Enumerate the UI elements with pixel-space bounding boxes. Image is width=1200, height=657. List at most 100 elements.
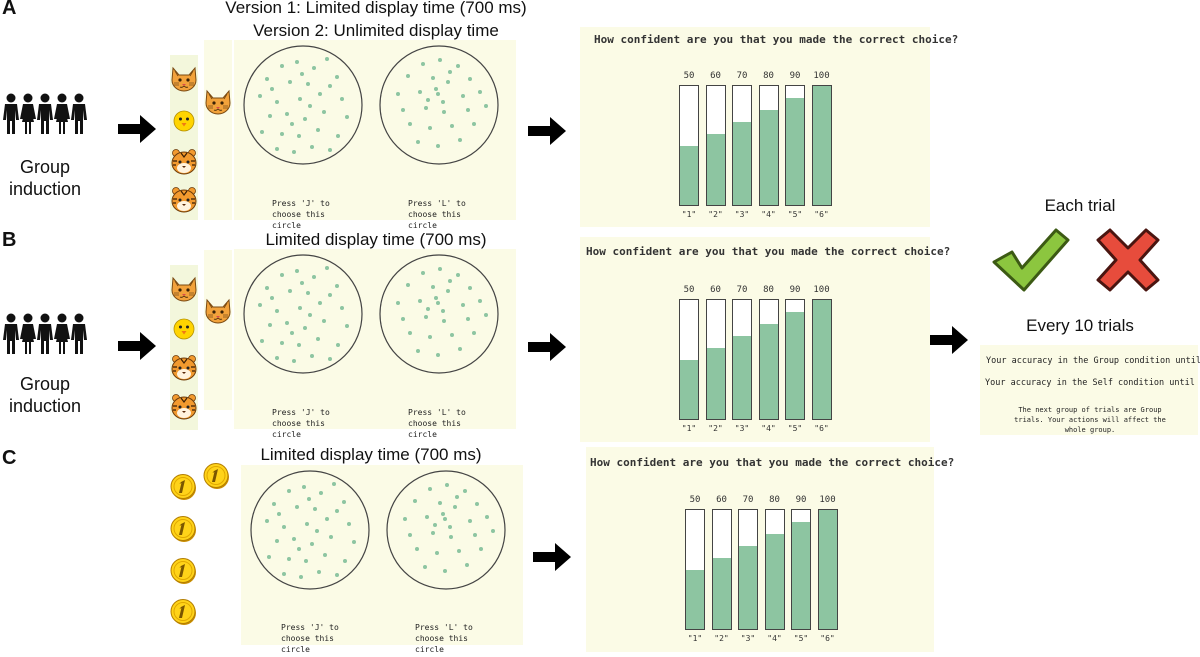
confidence-percent-label: 70	[742, 495, 754, 505]
confidence-key-label: "5"	[787, 210, 803, 219]
confidence-percent-label: 70	[736, 71, 748, 81]
right-dot-circle[interactable]	[385, 469, 507, 591]
version1-title: Version 1: Limited display time (700 ms)	[225, 0, 527, 17]
confidence-percent-label: 60	[716, 495, 727, 505]
confidence-bar-1[interactable]	[685, 509, 705, 630]
confidence-bar-4[interactable]	[764, 509, 785, 630]
confidence-bar-fill	[759, 109, 778, 205]
confidence-scale: 50 "1" 60 "2" 70 "3" 80 "4" 90 "5" 100 "6"	[580, 71, 930, 227]
confidence-bar-4[interactable]	[758, 299, 779, 420]
people-group-icon	[3, 93, 87, 134]
confidence-percent-label: 70	[736, 285, 748, 295]
cat-face-icon	[205, 299, 231, 324]
confidence-percent-label: 50	[683, 71, 695, 81]
confidence-bar-2[interactable]	[705, 85, 726, 206]
confidence-key-label: "2"	[714, 634, 729, 643]
confidence-bar-5[interactable]	[785, 85, 805, 206]
confidence-key-label: "4"	[761, 424, 776, 433]
tiger-face-icon	[171, 354, 197, 381]
confidence-key-label: "4"	[761, 210, 776, 219]
confidence-bar-fill	[680, 359, 698, 419]
self-accuracy-text: Your accuracy in the Self condition unti…	[985, 378, 1200, 388]
left-dot-circle[interactable]	[242, 44, 364, 166]
confidence-percent-label: 50	[683, 285, 695, 295]
every-10-trials-label: Every 10 trials	[1026, 316, 1134, 335]
confidence-bar-5[interactable]	[791, 509, 811, 630]
confidence-key-label: "1"	[681, 424, 697, 433]
confidence-key-label: "5"	[793, 634, 809, 643]
confidence-percent-label: 50	[689, 495, 701, 505]
confidence-bar-2[interactable]	[705, 299, 726, 420]
press-j-instruction: Press 'J' to choose this circle	[272, 408, 330, 439]
confidence-bar-6[interactable]	[817, 509, 838, 630]
confidence-bar-6[interactable]	[811, 299, 832, 420]
feedback-panel: Your accuracy in the Group condition unt…	[980, 345, 1200, 435]
confidence-bar-fill	[818, 510, 837, 629]
confidence-bar-1[interactable]	[679, 85, 699, 206]
cat-face-icon	[171, 67, 197, 92]
confidence-panel: How confident are you that you made the …	[580, 27, 958, 227]
confidence-bar-1[interactable]	[679, 299, 699, 420]
confidence-bar-fill	[786, 311, 804, 419]
next-group-text: The next group of trials are Group trial…	[1014, 406, 1166, 434]
version2-title: Version 2: Unlimited display time	[253, 21, 499, 40]
confidence-percent-label: 60	[710, 71, 721, 81]
tiger-face-icon	[171, 148, 197, 175]
confidence-question: How confident are you that you made the …	[590, 456, 955, 469]
confidence-bar-fill	[759, 323, 778, 419]
display-time-title: Limited display time (700 ms)	[265, 230, 487, 249]
coin-icon	[170, 599, 197, 626]
confidence-bar-fill	[786, 97, 804, 205]
row-label-c: C	[2, 447, 17, 469]
dot-display-panel: Press 'J' to choose this circle Press 'L…	[234, 40, 516, 230]
press-j-instruction: Press 'J' to choose this circle	[272, 199, 330, 230]
confidence-percent-label: 100	[813, 285, 830, 295]
press-j-instruction: Press 'J' to choose this circle	[281, 623, 339, 654]
coin-icon	[170, 558, 197, 585]
confidence-key-label: "3"	[734, 424, 750, 433]
confidence-key-label: "4"	[767, 634, 782, 643]
confidence-bar-6[interactable]	[811, 85, 832, 206]
confidence-percent-label: 100	[813, 71, 830, 81]
confidence-bar-3[interactable]	[738, 509, 758, 630]
confidence-key-label: "5"	[787, 424, 803, 433]
confidence-key-label: "6"	[820, 634, 835, 643]
confidence-bar-fill	[706, 347, 725, 419]
dot-display-panel: Press 'J' to choose this circle Press 'L…	[241, 465, 523, 654]
right-arrow-icon	[533, 543, 571, 571]
press-l-instruction: Press 'L' to choose this circle	[408, 199, 466, 230]
left-dot-circle[interactable]	[242, 253, 364, 375]
confidence-percent-label: 90	[789, 71, 801, 81]
confidence-bar-2[interactable]	[711, 509, 732, 630]
confidence-percent-label: 100	[819, 495, 836, 505]
confidence-percent-label: 80	[763, 285, 774, 295]
confidence-panel: How confident are you that you made the …	[580, 237, 950, 442]
right-arrow-icon	[930, 326, 968, 354]
confidence-percent-label: 80	[763, 71, 774, 81]
right-dot-circle[interactable]	[378, 253, 500, 375]
confidence-percent-label: 80	[769, 495, 780, 505]
confidence-bar-3[interactable]	[732, 85, 752, 206]
left-dot-circle[interactable]	[249, 469, 371, 591]
confidence-percent-label: 60	[710, 285, 721, 295]
row-label-b: B	[2, 229, 17, 251]
confidence-bar-4[interactable]	[758, 85, 779, 206]
confidence-bar-5[interactable]	[785, 299, 805, 420]
right-arrow-icon	[118, 332, 156, 360]
right-arrow-icon	[528, 333, 566, 361]
confidence-bar-fill	[733, 335, 751, 419]
confidence-panel: How confident are you that you made the …	[586, 447, 954, 652]
confidence-bar-fill	[680, 145, 698, 205]
press-l-instruction: Press 'L' to choose this circle	[415, 623, 473, 654]
confidence-bar-fill	[792, 521, 810, 629]
selected-avatar-strip	[204, 250, 232, 410]
tiger-face-icon	[171, 186, 197, 213]
right-dot-circle[interactable]	[378, 44, 500, 166]
confidence-bar-fill	[765, 533, 784, 629]
confidence-bar-3[interactable]	[732, 299, 752, 420]
cat-face-icon	[171, 277, 197, 302]
each-trial-label: Each trial	[1044, 196, 1116, 215]
confidence-key-label: "3"	[740, 634, 756, 643]
confidence-bar-fill	[739, 545, 757, 629]
press-l-instruction: Press 'L' to choose this circle	[408, 408, 466, 439]
